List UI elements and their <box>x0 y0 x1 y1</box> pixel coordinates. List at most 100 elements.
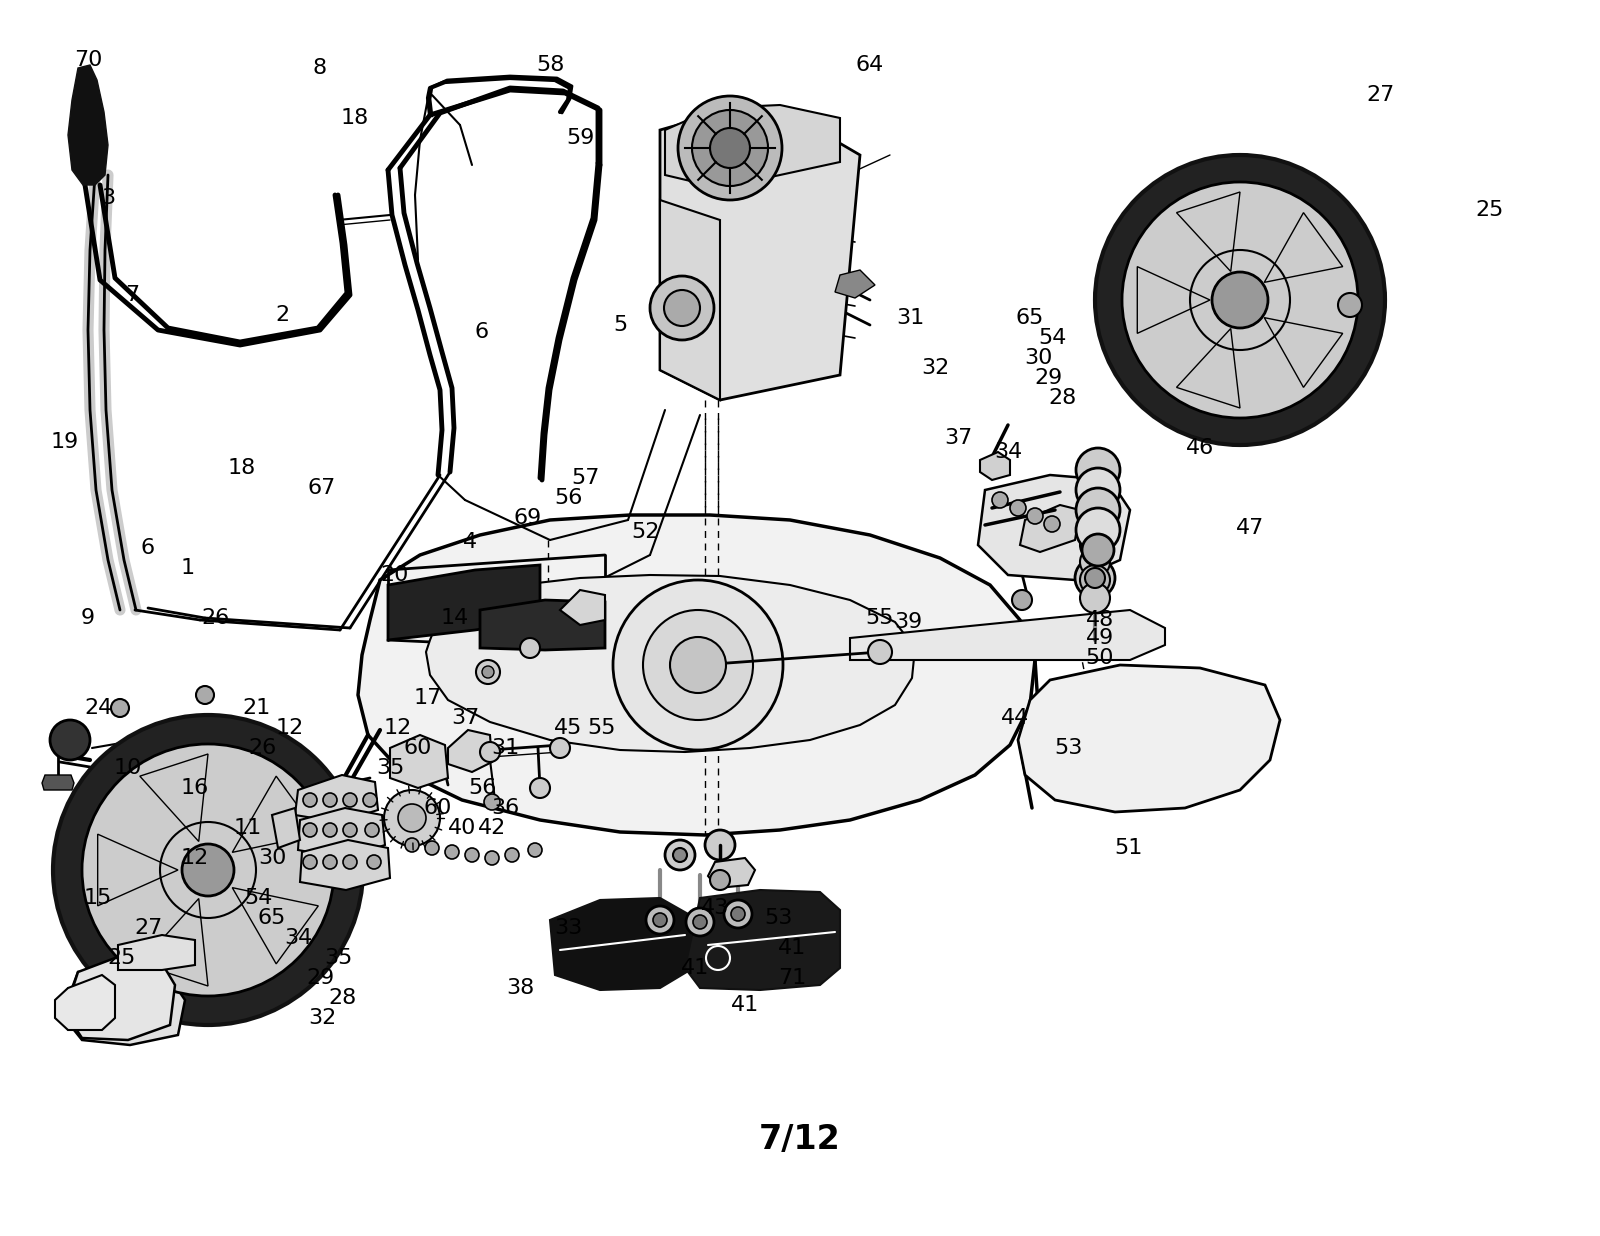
Text: 40: 40 <box>448 818 477 838</box>
Polygon shape <box>139 754 208 842</box>
Polygon shape <box>232 887 318 964</box>
Text: 60: 60 <box>424 798 453 818</box>
Text: 70: 70 <box>74 49 102 70</box>
Text: 17: 17 <box>414 688 442 708</box>
Circle shape <box>710 870 730 890</box>
Circle shape <box>82 744 334 996</box>
Polygon shape <box>389 565 541 640</box>
Polygon shape <box>685 890 840 990</box>
Circle shape <box>1122 182 1358 418</box>
Circle shape <box>405 838 419 852</box>
Text: 45: 45 <box>554 718 582 738</box>
Polygon shape <box>272 808 301 848</box>
Circle shape <box>1080 548 1110 577</box>
Polygon shape <box>448 730 493 772</box>
Text: 41: 41 <box>682 958 709 978</box>
Circle shape <box>646 906 674 934</box>
Polygon shape <box>118 934 195 970</box>
Polygon shape <box>1018 665 1280 812</box>
Polygon shape <box>1138 267 1210 334</box>
Text: 18: 18 <box>227 459 256 478</box>
Text: 54: 54 <box>1038 328 1066 349</box>
Text: 51: 51 <box>1114 838 1142 858</box>
Circle shape <box>384 790 440 845</box>
Polygon shape <box>850 611 1165 660</box>
Text: 30: 30 <box>1024 349 1053 368</box>
Text: 26: 26 <box>202 608 229 628</box>
Circle shape <box>550 738 570 758</box>
Text: 43: 43 <box>701 899 730 918</box>
Polygon shape <box>1264 318 1342 387</box>
Text: 32: 32 <box>922 358 949 378</box>
Circle shape <box>365 823 379 837</box>
Circle shape <box>1080 565 1110 595</box>
Text: 18: 18 <box>341 108 370 129</box>
Polygon shape <box>666 105 840 188</box>
Text: 6: 6 <box>475 323 490 342</box>
Circle shape <box>506 848 518 861</box>
Polygon shape <box>42 775 74 790</box>
Circle shape <box>1080 530 1110 560</box>
Circle shape <box>530 777 550 798</box>
Circle shape <box>1213 272 1267 328</box>
Circle shape <box>643 611 754 721</box>
Circle shape <box>1080 583 1110 613</box>
Text: 19: 19 <box>51 433 78 452</box>
Text: 12: 12 <box>181 848 210 868</box>
Polygon shape <box>661 110 861 400</box>
Text: 57: 57 <box>571 468 598 488</box>
Circle shape <box>342 855 357 869</box>
Circle shape <box>992 492 1008 508</box>
Text: 28: 28 <box>1048 388 1077 408</box>
Circle shape <box>613 580 782 750</box>
Circle shape <box>330 845 350 865</box>
Polygon shape <box>550 899 690 990</box>
Text: 28: 28 <box>328 988 357 1009</box>
Text: 59: 59 <box>566 129 594 148</box>
Circle shape <box>1075 447 1120 492</box>
Polygon shape <box>62 968 186 1044</box>
Text: 7: 7 <box>125 286 139 305</box>
Text: 53: 53 <box>1054 738 1082 758</box>
Circle shape <box>1338 293 1362 316</box>
Text: 64: 64 <box>856 54 885 75</box>
Polygon shape <box>54 975 115 1030</box>
Text: 39: 39 <box>894 612 922 632</box>
Text: 6: 6 <box>141 538 155 557</box>
Text: 54: 54 <box>243 887 272 908</box>
Polygon shape <box>560 590 605 625</box>
Text: 11: 11 <box>234 818 262 838</box>
Circle shape <box>650 276 714 340</box>
Text: 29: 29 <box>306 968 334 988</box>
Polygon shape <box>358 515 1035 836</box>
Text: 56: 56 <box>554 488 582 508</box>
Text: 29: 29 <box>1034 368 1062 388</box>
Text: 48: 48 <box>1086 611 1114 630</box>
Polygon shape <box>98 834 178 906</box>
Text: 41: 41 <box>778 938 806 958</box>
Circle shape <box>197 686 214 705</box>
Circle shape <box>674 848 686 861</box>
Text: 41: 41 <box>731 995 758 1015</box>
Text: 5: 5 <box>613 315 627 335</box>
Text: 35: 35 <box>376 758 405 777</box>
Text: 65: 65 <box>258 908 286 928</box>
Polygon shape <box>1176 192 1240 272</box>
Polygon shape <box>426 575 915 751</box>
Text: 36: 36 <box>491 798 518 818</box>
Text: 37: 37 <box>451 708 478 728</box>
Circle shape <box>485 794 501 810</box>
Text: 27: 27 <box>134 918 162 938</box>
Text: 47: 47 <box>1235 518 1264 538</box>
Circle shape <box>1075 508 1120 552</box>
Circle shape <box>302 855 317 869</box>
Circle shape <box>1094 154 1386 445</box>
Text: 20: 20 <box>381 565 410 585</box>
Text: 56: 56 <box>467 777 496 798</box>
Text: 7/12: 7/12 <box>758 1124 842 1157</box>
Circle shape <box>342 823 357 837</box>
Polygon shape <box>301 840 390 890</box>
Text: 1: 1 <box>181 557 195 578</box>
Polygon shape <box>69 66 109 185</box>
Circle shape <box>445 845 459 859</box>
